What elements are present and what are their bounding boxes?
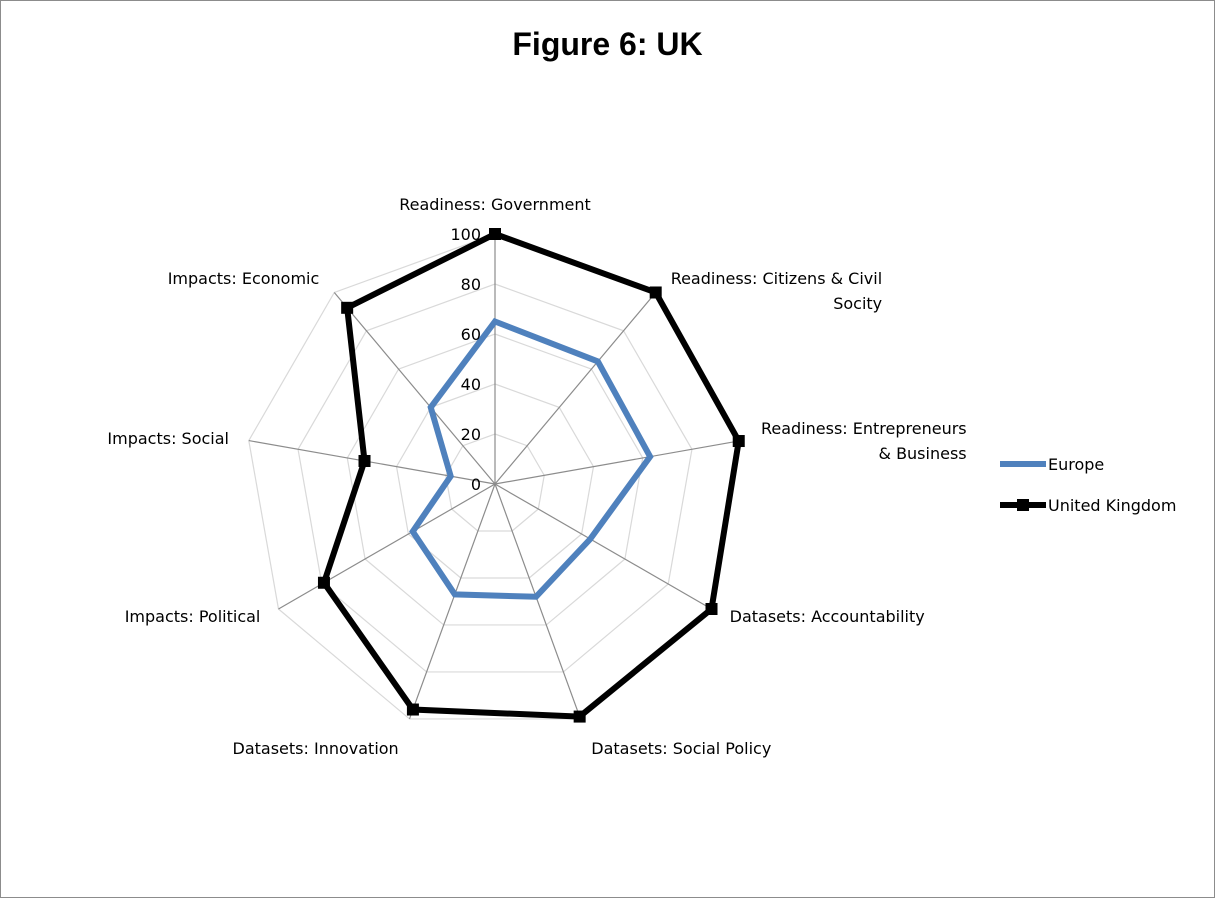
legend-label: United Kingdom — [1048, 496, 1176, 515]
tick-label: 40 — [461, 375, 481, 394]
legend: Europe United Kingdom — [1000, 455, 1176, 515]
data-point-marker — [406, 703, 419, 716]
axis-spoke — [494, 483, 582, 720]
data-point-marker — [732, 435, 745, 448]
tick-label: 100 — [450, 225, 481, 244]
category-label: Readiness: Citizens & Civil Socity — [671, 269, 882, 313]
data-point-marker — [649, 286, 662, 299]
data-point-marker — [317, 576, 330, 589]
data-point-marker — [341, 301, 354, 314]
data-point-marker — [358, 454, 371, 467]
axis-spoke — [248, 439, 496, 485]
axis-spoke — [494, 292, 657, 485]
axis-spoke — [494, 439, 742, 485]
tick-label: 20 — [461, 425, 481, 444]
series-line — [409, 317, 654, 600]
category-label: Impacts: Social — [107, 429, 229, 448]
chart-title: Figure 6: UK — [512, 26, 703, 62]
category-label: Readiness: Entrepreneurs & Business — [761, 419, 967, 463]
axis-spoke — [494, 483, 712, 610]
data-point-marker — [489, 228, 501, 240]
category-label: Datasets: Innovation — [233, 739, 399, 758]
grid-ring — [395, 383, 595, 579]
category-label: Impacts: Political — [125, 607, 261, 626]
category-label: Datasets: Accountability — [730, 607, 925, 626]
data-point-marker — [705, 603, 718, 615]
axis-spoke — [278, 483, 496, 610]
grid-ring — [297, 283, 693, 673]
data-point-marker — [573, 710, 586, 723]
series-layer — [317, 228, 745, 723]
axis-labels: 0 20 40 60 80 100 Readiness: Government Readine… — [107, 195, 966, 758]
legend-marker — [1017, 499, 1029, 511]
tick-label: 80 — [461, 275, 481, 294]
legend-label: Europe — [1048, 455, 1104, 474]
grid-ring — [346, 333, 644, 626]
category-label: Readiness: Government — [399, 195, 591, 214]
series-line — [320, 230, 742, 720]
radar-grid — [248, 233, 742, 720]
tick-label: 60 — [461, 325, 481, 344]
category-label: Impacts: Economic — [168, 269, 320, 288]
tick-label: 0 — [471, 475, 481, 494]
grid-ring — [445, 433, 545, 532]
axis-spoke — [408, 483, 496, 720]
category-label: Datasets: Social Policy — [591, 739, 771, 758]
axis-spoke — [333, 292, 496, 485]
